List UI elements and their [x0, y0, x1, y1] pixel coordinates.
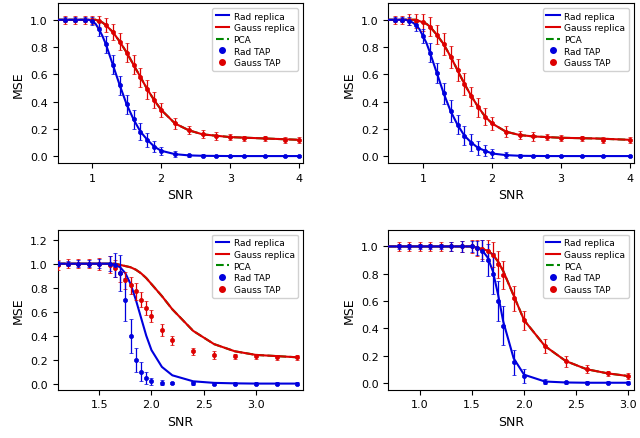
- Y-axis label: MSE: MSE: [342, 297, 355, 324]
- X-axis label: SNR: SNR: [167, 415, 193, 428]
- Legend: Rad replica, Gauss replica, PCA, Rad TAP, Gauss TAP: Rad replica, Gauss replica, PCA, Rad TAP…: [543, 235, 629, 298]
- X-axis label: SNR: SNR: [167, 189, 193, 202]
- X-axis label: SNR: SNR: [498, 189, 524, 202]
- Y-axis label: MSE: MSE: [12, 297, 24, 324]
- Legend: Rad replica, Gauss replica, PCA, Rad TAP, Gauss TAP: Rad replica, Gauss replica, PCA, Rad TAP…: [543, 9, 629, 72]
- Legend: Rad replica, Gauss replica, PCA, Rad TAP, Gauss TAP: Rad replica, Gauss replica, PCA, Rad TAP…: [212, 235, 298, 298]
- Y-axis label: MSE: MSE: [342, 71, 355, 97]
- Y-axis label: MSE: MSE: [12, 71, 24, 97]
- Legend: Rad replica, Gauss replica, PCA, Rad TAP, Gauss TAP: Rad replica, Gauss replica, PCA, Rad TAP…: [212, 9, 298, 72]
- X-axis label: SNR: SNR: [498, 415, 524, 428]
